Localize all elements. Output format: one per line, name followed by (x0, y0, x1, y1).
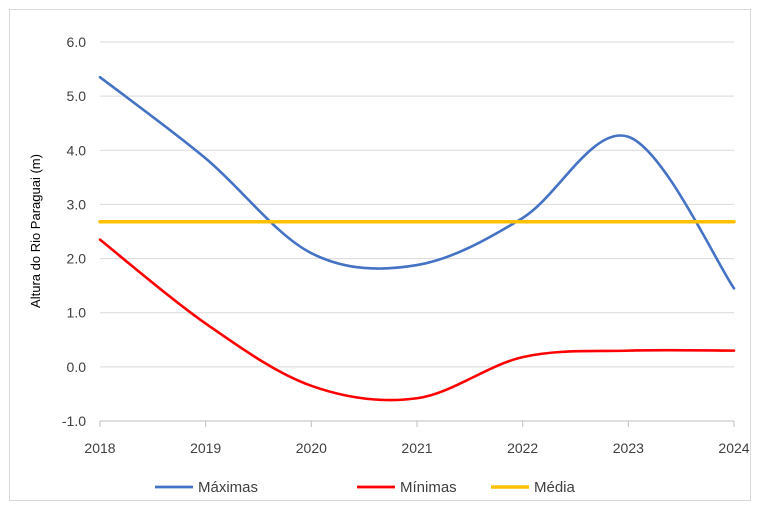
series-minimas-line (98, 238, 736, 402)
legend-label: Mínimas (400, 479, 457, 496)
y-tick-label: 1.0 (67, 305, 87, 321)
x-tick-label: 2018 (84, 440, 115, 456)
series-maximas-line (98, 75, 736, 290)
y-tick-label: 0.0 (67, 359, 87, 375)
x-tick-label: 2022 (507, 440, 538, 456)
legend-item-maximas: Máximas (155, 479, 258, 496)
y-tick-label: 5.0 (67, 88, 87, 104)
x-tick-label: 2023 (613, 440, 644, 456)
y-tick-label: 2.0 (67, 251, 87, 267)
y-axis-label: Altura do Rio Paraguai (m) (28, 154, 43, 308)
legend-label: Média (534, 479, 576, 496)
legend-item-minimas: Mínimas (357, 479, 457, 496)
y-tick-label: 3.0 (67, 196, 87, 212)
legend-label: Máximas (198, 479, 258, 496)
x-tick-label: 2020 (296, 440, 327, 456)
legend-item-media: Média (491, 479, 576, 496)
y-tick-label: 6.0 (67, 34, 87, 50)
x-tick-label: 2024 (718, 440, 749, 456)
y-tick-label: 4.0 (67, 142, 87, 158)
x-tick-label: 2021 (401, 440, 432, 456)
y-tick-label: -1.0 (62, 413, 86, 429)
x-tick-label: 2019 (190, 440, 221, 456)
